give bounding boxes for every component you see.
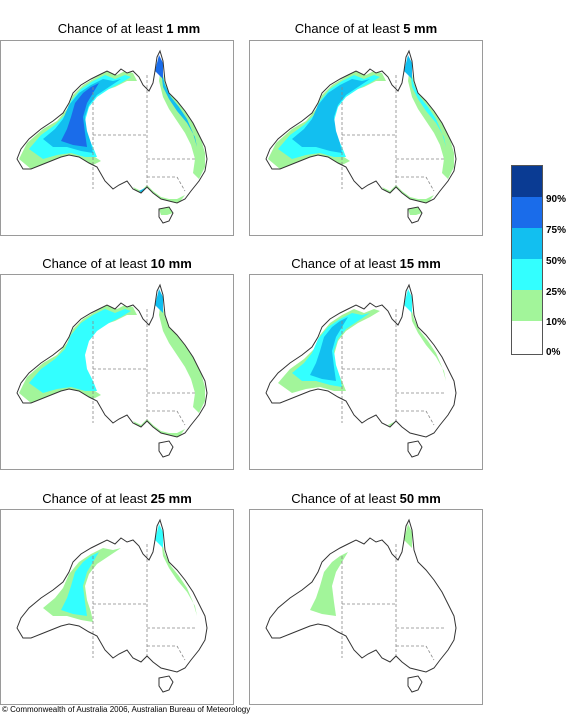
title-prefix: Chance of at least — [57, 21, 163, 36]
panel-title-25mm: Chance of at least 25 mm — [0, 491, 234, 507]
shading-c50 — [29, 309, 131, 393]
shading-c90 — [310, 317, 348, 381]
legend-label-50: 50% — [546, 256, 567, 267]
coastline — [265, 283, 457, 438]
shading-east50 — [161, 538, 197, 616]
state-border — [396, 645, 435, 661]
shading-c90 — [61, 552, 99, 616]
title-prefix: Chance of at least — [42, 491, 147, 506]
shading-cape50 — [155, 55, 163, 79]
shading-east50 — [410, 303, 446, 381]
australia-map — [265, 49, 457, 224]
shading-cape50 — [155, 289, 163, 313]
australia-map — [16, 283, 208, 458]
shading-east25 — [408, 65, 454, 179]
coastline-tasmania — [407, 675, 423, 693]
map-panel-25mm — [0, 509, 234, 705]
title-amount: 10 mm — [150, 256, 192, 271]
legend-swatch-25 — [512, 259, 542, 290]
shading-east25 — [159, 65, 205, 179]
land-mainland — [266, 51, 456, 203]
shading-c75 — [292, 79, 370, 153]
land-mainland — [266, 285, 456, 437]
legend-swatch-50 — [512, 228, 542, 259]
shading-east25 — [159, 299, 205, 413]
coastline-tasmania — [158, 440, 174, 458]
shading-cape50 — [404, 55, 412, 79]
legend-swatch-90 — [512, 166, 542, 197]
panel-title-15mm: Chance of at least 15 mm — [249, 256, 483, 272]
legend-swatch-0 — [512, 321, 542, 354]
title-amount: 50 mm — [399, 491, 441, 506]
panel-title-10mm: Chance of at least 10 mm — [0, 256, 234, 272]
title-amount: 25 mm — [150, 491, 192, 506]
shading-cape50 — [404, 289, 412, 313]
coastline-tasmania — [407, 206, 423, 224]
coastline — [265, 518, 457, 673]
copyright-notice: © Commonwealth of Australia 2006, Austra… — [2, 705, 251, 714]
title-prefix: Chance of at least — [291, 256, 396, 271]
land-mainland — [17, 520, 207, 672]
map-panel-50mm — [249, 509, 483, 705]
shading-c90 — [61, 83, 99, 147]
coastline-tasmania — [158, 206, 174, 224]
shading-tas25 — [159, 207, 173, 215]
panel-title-1mm: Chance of at least 1 mm — [12, 21, 246, 37]
title-prefix: Chance of at least — [42, 256, 147, 271]
probability-legend — [511, 165, 543, 355]
state-border — [147, 410, 186, 426]
map-panel-1mm — [0, 40, 234, 236]
panel-title-50mm: Chance of at least 50 mm — [249, 491, 483, 507]
state-border — [147, 645, 186, 661]
title-amount: 1 mm — [166, 21, 201, 36]
shading-east50 — [161, 69, 197, 147]
shading-tas25 — [408, 207, 422, 215]
state-border — [396, 176, 435, 192]
legend-swatch-75 — [512, 197, 542, 228]
legend-label-10: 10% — [546, 317, 567, 328]
land-mainland — [266, 520, 456, 672]
legend-label-90: 90% — [546, 194, 567, 205]
legend-swatch-10 — [512, 290, 542, 321]
shading-cape50 — [155, 524, 163, 548]
coastline — [265, 49, 457, 204]
australia-map — [16, 518, 208, 693]
title-amount: 5 mm — [403, 21, 438, 36]
shading-east50 — [410, 69, 446, 147]
legend-label-25: 25% — [546, 287, 567, 298]
australia-map — [265, 518, 457, 693]
coastline-tasmania — [407, 440, 423, 458]
title-amount: 15 mm — [399, 256, 441, 271]
land-mainland — [17, 51, 207, 203]
title-prefix: Chance of at least — [294, 21, 400, 36]
state-border — [147, 176, 186, 192]
legend-label-75: 75% — [546, 225, 567, 236]
australia-map — [265, 283, 457, 458]
coastline — [16, 49, 208, 204]
map-panel-15mm — [249, 274, 483, 470]
australia-map — [16, 49, 208, 224]
title-prefix: Chance of at least — [291, 491, 396, 506]
map-panel-5mm — [249, 40, 483, 236]
shading-c90 — [310, 552, 348, 616]
panel-title-5mm: Chance of at least 5 mm — [249, 21, 483, 37]
legend-label-0: 0% — [546, 347, 561, 358]
state-border — [396, 410, 435, 426]
map-panel-10mm — [0, 274, 234, 470]
land-mainland — [17, 285, 207, 437]
coastline-tasmania — [158, 675, 174, 693]
coastline — [16, 283, 208, 438]
shading-cape50 — [404, 524, 412, 548]
coastline — [16, 518, 208, 673]
